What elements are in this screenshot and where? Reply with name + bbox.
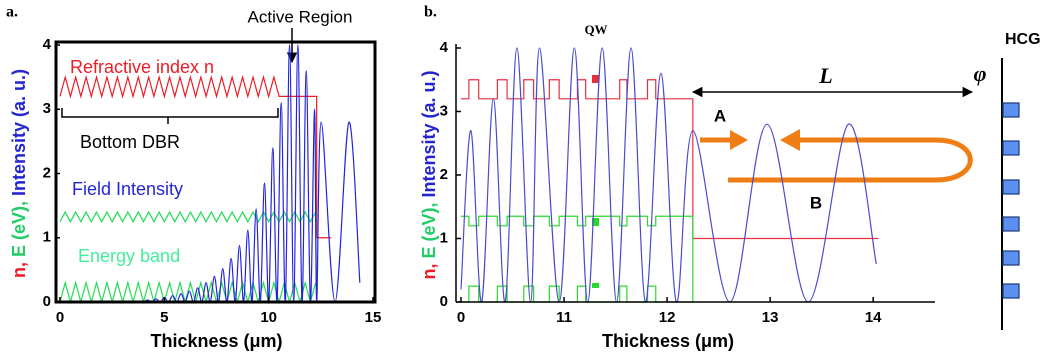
y-tick-label: 4 bbox=[43, 36, 52, 53]
y-tick-label: 2 bbox=[440, 166, 448, 183]
hcg-grating bbox=[1002, 102, 1020, 299]
series-line bbox=[59, 280, 317, 305]
series-line bbox=[461, 215, 694, 302]
x-axis-label: Thickness (μm) bbox=[150, 331, 282, 351]
y-label-part: Intensity (a. u.) bbox=[419, 70, 439, 197]
annotation: φ bbox=[974, 61, 987, 86]
annotation: B bbox=[810, 193, 822, 212]
x-tick-label: 11 bbox=[556, 309, 572, 326]
qw-marker bbox=[592, 283, 599, 288]
y-tick-label: 1 bbox=[43, 229, 51, 246]
y-axis-label: n, E (eV), Intensity (a. u.) bbox=[419, 70, 439, 279]
x-tick-label: 0 bbox=[56, 309, 64, 326]
arrow-head bbox=[780, 129, 800, 151]
y-label-part: E (eV), bbox=[9, 201, 29, 257]
plot-frame bbox=[54, 40, 377, 304]
bracket bbox=[61, 108, 279, 124]
annotation: Bottom DBR bbox=[80, 132, 180, 152]
x-tick-label: 13 bbox=[762, 309, 779, 326]
x-tick-label: 5 bbox=[160, 309, 168, 326]
x-tick-label: 15 bbox=[365, 309, 382, 326]
annotation: A bbox=[714, 106, 726, 125]
series-line bbox=[59, 74, 332, 239]
series-line bbox=[461, 285, 693, 303]
annotation: Active Region bbox=[248, 7, 353, 26]
x-tick-label: 14 bbox=[865, 309, 882, 326]
y-label-part: n, bbox=[419, 264, 439, 280]
annotation: L bbox=[818, 63, 832, 88]
x-tick-label: 10 bbox=[260, 309, 277, 326]
annotation: HCG bbox=[1005, 31, 1041, 48]
series-line bbox=[59, 209, 318, 303]
series-label: Field Intensity bbox=[72, 179, 183, 199]
series-label: Refractive index n bbox=[70, 57, 214, 77]
y-tick-label: 3 bbox=[440, 102, 448, 119]
y-tick-label: 2 bbox=[43, 164, 51, 181]
annotation: QW bbox=[584, 22, 607, 37]
y-label-part: E (eV), bbox=[419, 203, 439, 259]
x-axis-label: Thickness (μm) bbox=[602, 331, 734, 351]
y-label-part: Intensity (a. u.) bbox=[9, 69, 29, 196]
y-tick-label: 4 bbox=[440, 39, 449, 56]
series-label: Energy band bbox=[78, 246, 180, 266]
series-line bbox=[461, 79, 879, 240]
y-label-part: n, bbox=[9, 262, 29, 278]
plot bbox=[460, 47, 879, 303]
y-tick-label: 0 bbox=[440, 293, 448, 310]
qw-marker bbox=[592, 75, 599, 83]
x-tick-label: 0 bbox=[457, 309, 465, 326]
y-tick-label: 3 bbox=[43, 100, 51, 117]
panel-label: a. bbox=[6, 4, 18, 21]
x-tick-label: 12 bbox=[659, 309, 676, 326]
loop-arrow bbox=[728, 137, 973, 183]
y-axis-label: n, E (eV), Intensity (a. u.) bbox=[9, 69, 29, 278]
y-tick-label: 1 bbox=[440, 229, 448, 246]
qw-marker bbox=[592, 218, 599, 226]
arrow-head bbox=[730, 130, 748, 150]
panel-label: b. bbox=[424, 4, 437, 21]
y-tick-label: 0 bbox=[43, 293, 51, 310]
